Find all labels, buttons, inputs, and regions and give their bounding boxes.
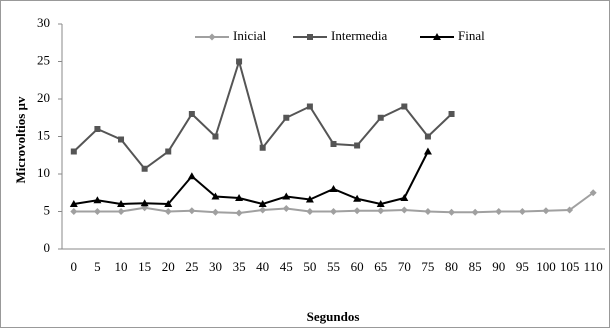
x-tick-label: 75 (421, 259, 434, 274)
legend-label: Inicial (233, 28, 267, 43)
marker (211, 192, 220, 200)
marker (140, 199, 149, 207)
marker (377, 207, 385, 215)
marker (211, 208, 219, 216)
x-tick-label: 65 (374, 259, 387, 274)
y-tick-label: 10 (37, 165, 50, 180)
marker (282, 205, 290, 212)
marker (330, 208, 337, 215)
marker (235, 194, 244, 201)
marker (330, 141, 337, 147)
y-tick-label: 0 (44, 240, 51, 255)
x-tick-label: 85 (469, 259, 482, 274)
marker (306, 208, 314, 215)
marker (208, 33, 216, 41)
marker (433, 33, 441, 40)
y-tick-label: 20 (37, 90, 50, 105)
x-tick-label: 70 (398, 259, 411, 274)
x-tick-label: 0 (71, 259, 78, 274)
marker (329, 185, 338, 192)
marker (188, 111, 195, 117)
marker (518, 208, 526, 215)
marker (141, 165, 148, 172)
marker (117, 208, 125, 215)
marker (117, 200, 126, 207)
x-tick-label: 20 (162, 259, 175, 274)
x-axis-label: Segundos (307, 309, 360, 324)
marker (589, 189, 597, 197)
marker (354, 142, 361, 149)
x-tick-label: 80 (445, 259, 458, 274)
marker (188, 207, 196, 215)
marker (495, 208, 503, 215)
x-tick-label: 100 (536, 259, 556, 274)
marker (566, 206, 574, 214)
marker (258, 200, 267, 207)
y-tick-label: 5 (44, 202, 51, 217)
marker (69, 200, 78, 207)
x-tick-label: 15 (138, 259, 151, 274)
x-tick-label: 60 (351, 259, 364, 274)
x-tick-label: 25 (185, 259, 198, 274)
marker (283, 114, 290, 121)
legend-label: Intermedia (331, 28, 388, 43)
marker (212, 133, 219, 140)
marker (164, 200, 173, 207)
marker (165, 148, 172, 155)
legend-label: Final (458, 28, 485, 43)
y-tick-label: 15 (37, 127, 50, 142)
marker (424, 208, 432, 215)
marker (118, 136, 125, 143)
marker (448, 208, 456, 216)
marker (306, 103, 313, 110)
x-tick-label: 110 (584, 259, 603, 274)
marker (471, 208, 479, 216)
marker (353, 194, 362, 202)
series-line (73, 151, 429, 206)
marker (70, 148, 77, 155)
y-axis-label: Microvoltios µv (13, 96, 28, 184)
y-tick-label: 25 (37, 52, 50, 67)
marker (235, 209, 243, 217)
x-tick-label: 10 (115, 259, 128, 274)
marker (94, 126, 101, 132)
y-tick-label: 30 (37, 15, 50, 30)
marker (70, 208, 78, 215)
marker (93, 196, 102, 204)
marker (93, 208, 101, 215)
x-tick-label: 40 (256, 259, 269, 274)
x-tick-label: 5 (94, 259, 101, 274)
x-tick-label: 90 (492, 259, 505, 274)
x-tick-label: 45 (280, 259, 293, 274)
x-tick-label: 105 (560, 259, 580, 274)
x-tick-label: 35 (233, 259, 246, 274)
marker (400, 206, 408, 214)
marker (376, 200, 385, 207)
marker (187, 172, 196, 180)
x-tick-label: 95 (516, 259, 529, 274)
marker (259, 144, 266, 151)
marker (448, 111, 455, 117)
x-tick-label: 50 (303, 259, 316, 274)
marker (305, 195, 314, 203)
x-tick-label: 55 (327, 259, 340, 274)
marker (353, 207, 361, 215)
marker (542, 207, 550, 215)
marker (400, 194, 409, 201)
marker (377, 114, 384, 121)
marker (259, 206, 267, 214)
marker (423, 147, 432, 155)
marker (424, 133, 431, 140)
marker (401, 103, 408, 110)
marker (282, 192, 291, 200)
x-tick-label: 30 (209, 259, 222, 274)
marker (307, 34, 313, 40)
marker (164, 208, 172, 215)
marker (236, 58, 243, 65)
